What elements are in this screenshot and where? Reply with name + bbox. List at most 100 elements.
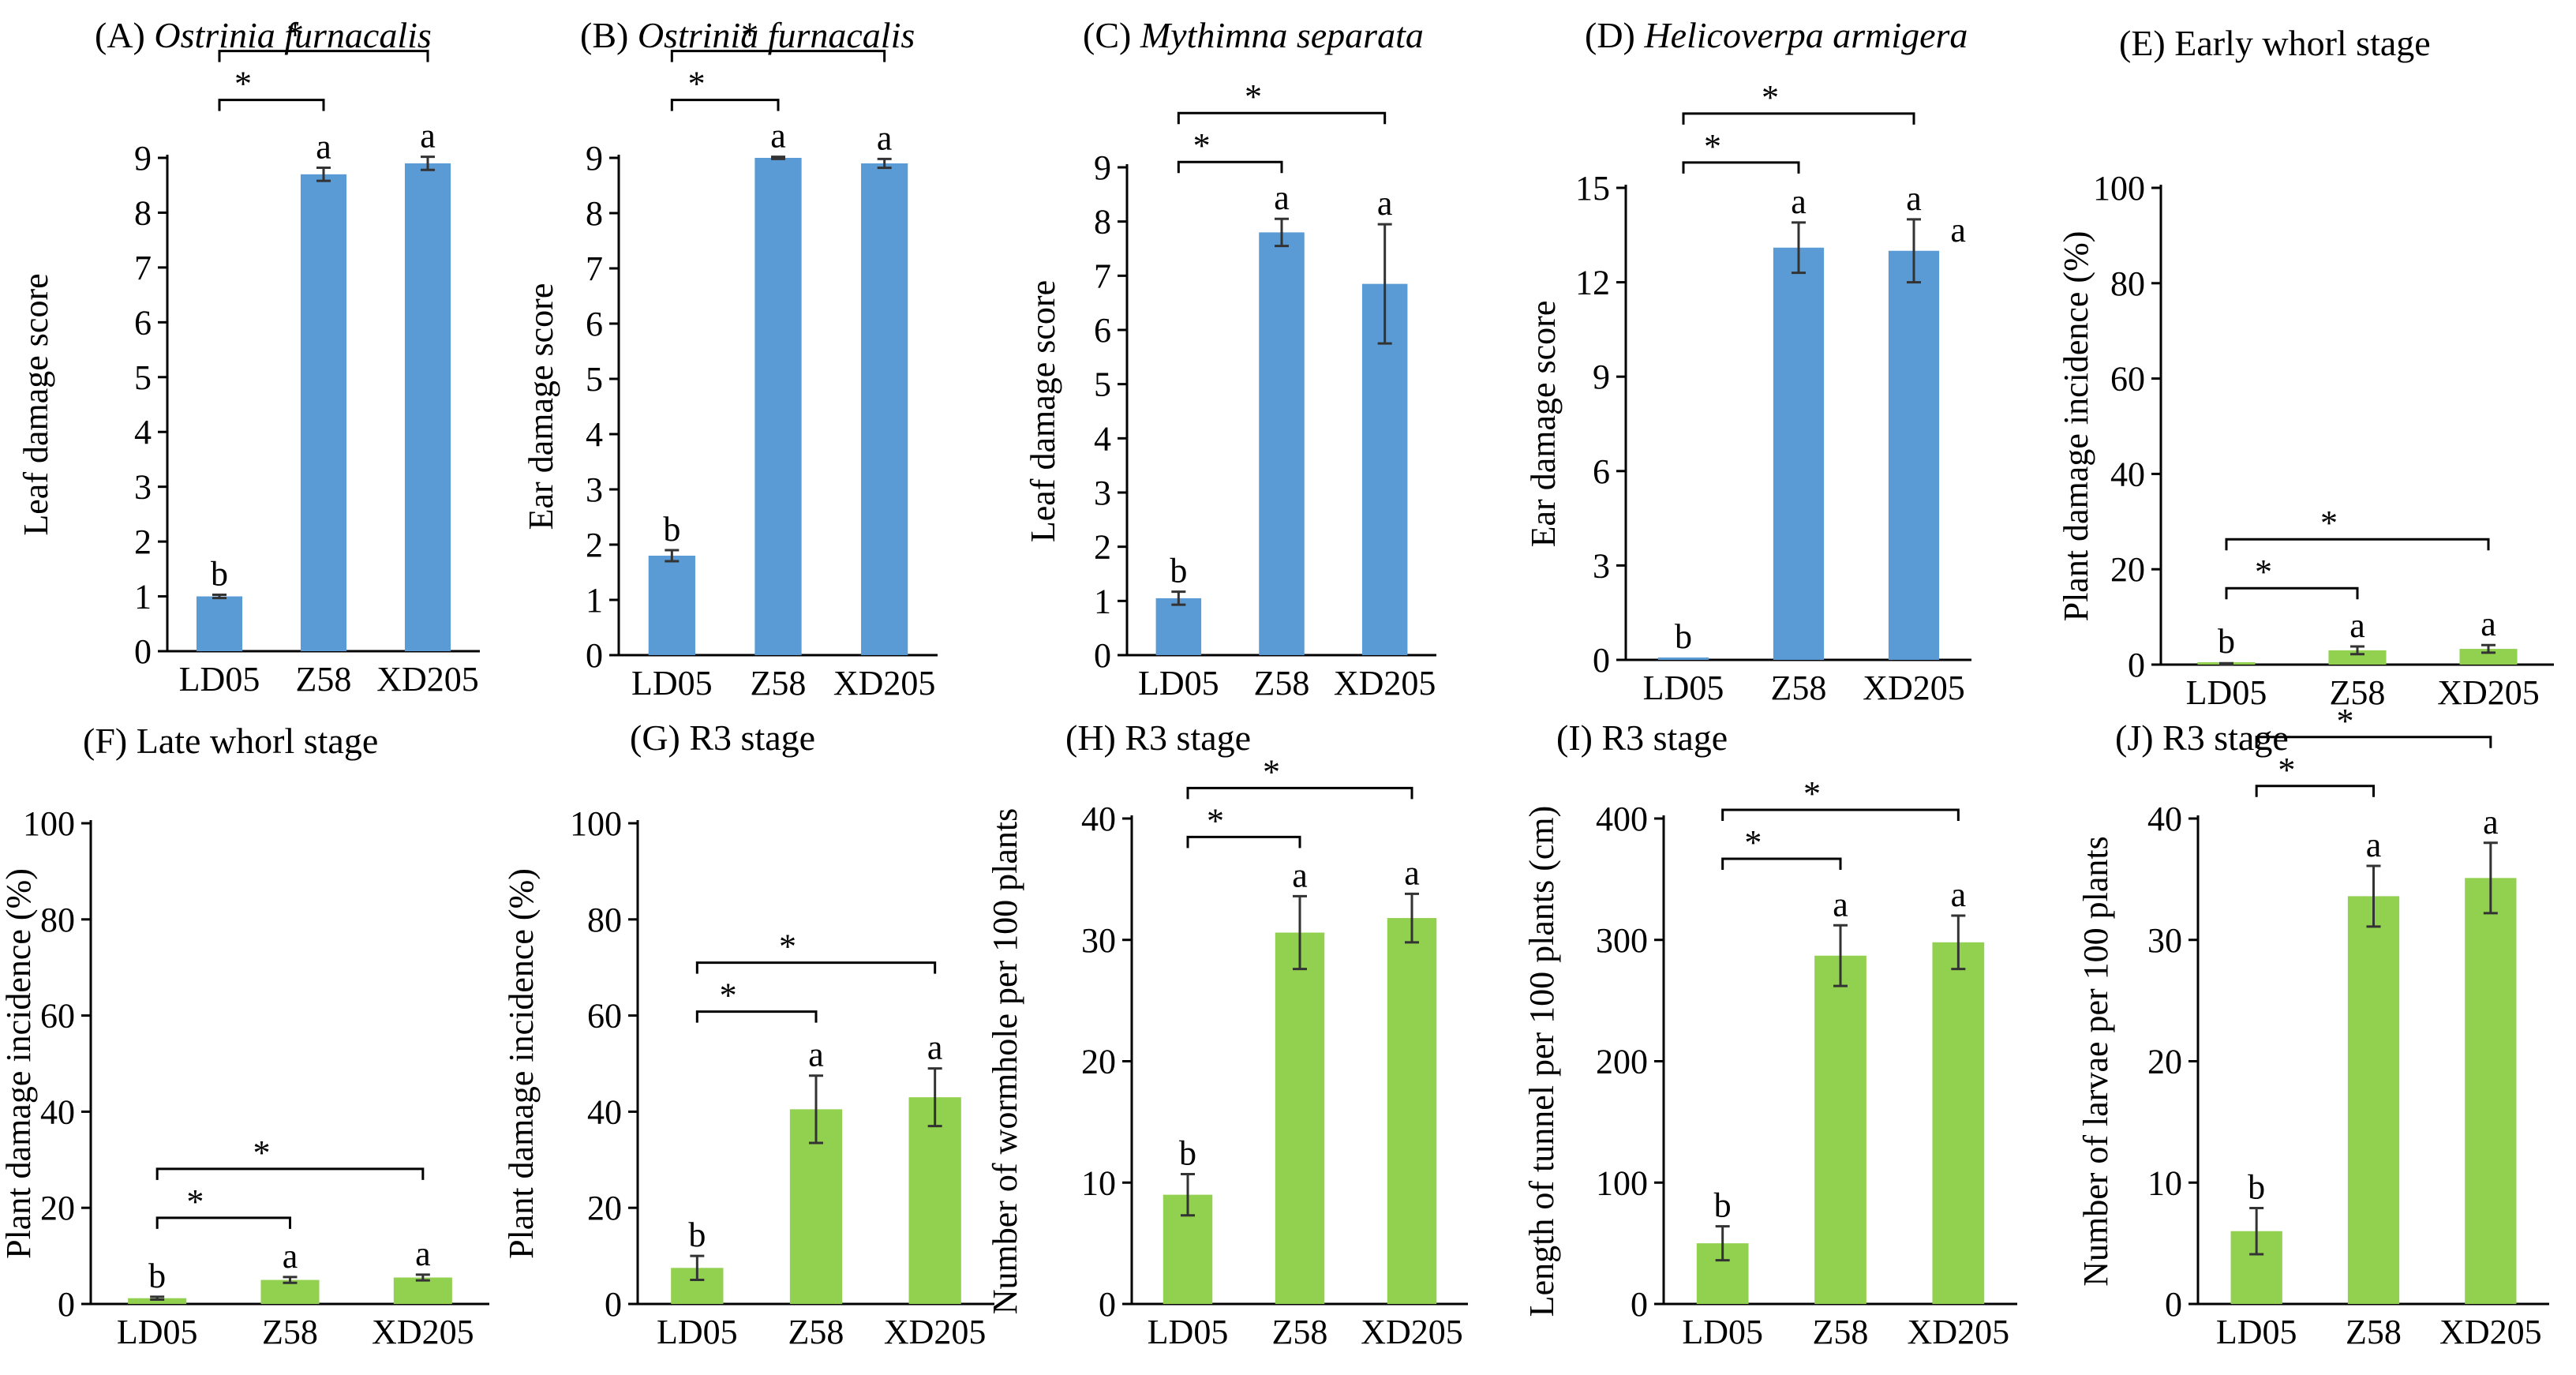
bar xyxy=(754,158,802,655)
bar xyxy=(861,163,908,655)
panel-title: (E) Early whorl stage xyxy=(2119,23,2431,63)
y-tick-label: 8 xyxy=(1094,203,1111,242)
y-tick-label: 0 xyxy=(134,632,152,671)
x-tick-label: LD05 xyxy=(631,664,713,702)
x-tick-label: Z58 xyxy=(1254,664,1310,702)
x-tick-label: LD05 xyxy=(1682,1313,1763,1351)
y-tick-label: 0 xyxy=(1593,641,1610,680)
significance-letter: b xyxy=(211,554,228,593)
significance-letter: a xyxy=(283,1237,298,1276)
y-tick-label: 2 xyxy=(586,526,603,564)
significance-letter: a xyxy=(927,1028,943,1067)
y-tick-label: 40 xyxy=(2147,800,2182,838)
significance-star: * xyxy=(1207,801,1224,840)
x-tick-label: Z58 xyxy=(1272,1313,1328,1351)
y-tick-label: 40 xyxy=(2110,455,2145,493)
bar xyxy=(648,556,695,655)
significance-bracket xyxy=(218,50,429,62)
x-tick-label: LD05 xyxy=(2186,673,2267,712)
y-tick-label: 7 xyxy=(134,249,152,287)
significance-bracket xyxy=(1186,835,1301,849)
significance-bracket xyxy=(1721,808,1960,821)
y-axis-label: Ear damage score xyxy=(1524,301,1563,548)
significance-letter: a xyxy=(1292,856,1308,894)
chart-panel-h: (H) R3 stage Number of wormhole per 100 p… xyxy=(986,717,1468,1351)
y-tick-label: 6 xyxy=(1094,311,1111,350)
y-tick-label: 20 xyxy=(40,1189,75,1227)
significance-star: * xyxy=(720,976,737,1015)
x-tick-label: XD205 xyxy=(1361,1313,1463,1351)
significance-star: * xyxy=(2278,751,2295,789)
significance-bracket xyxy=(2225,538,2490,551)
significance-letter: a xyxy=(2366,826,2382,864)
significance-letter: a xyxy=(2349,606,2365,645)
panel-title-prefix: (E) Early whorl stage xyxy=(2119,23,2431,63)
panel-title-prefix: (C) xyxy=(1083,15,1140,55)
y-tick-label: 100 xyxy=(1596,1163,1648,1202)
significance-letter: a xyxy=(316,128,331,167)
y-axis-label: Leaf damage score xyxy=(17,273,55,535)
significance-letter: a xyxy=(1833,885,1848,924)
bar xyxy=(1657,658,1709,660)
y-tick-label: 100 xyxy=(2093,169,2145,208)
y-tick-label: 80 xyxy=(587,901,622,939)
significance-letter: a xyxy=(420,117,436,155)
x-tick-label: XD205 xyxy=(1863,669,1965,707)
x-tick-label: XD205 xyxy=(1334,664,1436,702)
significance-bracket xyxy=(670,50,886,62)
bar xyxy=(2328,650,2387,665)
significance-letter: b xyxy=(1675,617,1692,656)
significance-bracket xyxy=(155,1216,291,1229)
y-axis-label: Plant damage incidence (%) xyxy=(502,868,541,1259)
x-tick-label: XD205 xyxy=(2439,1313,2542,1351)
y-tick-label: 6 xyxy=(1593,452,1610,491)
y-tick-label: 9 xyxy=(586,139,603,178)
significance-bracket xyxy=(2255,785,2375,797)
panel-title-prefix: (I) R3 stage xyxy=(1556,717,1728,758)
chart-panel-c: (C) Mythimna separata Leaf damage score 0 1… xyxy=(1024,15,1436,702)
x-tick-label: XD205 xyxy=(372,1313,474,1351)
y-tick-label: 80 xyxy=(40,901,75,939)
y-tick-label: 8 xyxy=(586,194,603,233)
y-axis-label: Number of larvae per 100 plants xyxy=(2076,836,2115,1287)
y-axis-label: Plant damage incidence (%) xyxy=(0,868,38,1259)
y-tick-label: 100 xyxy=(570,804,622,843)
y-tick-label: 9 xyxy=(1593,358,1610,396)
y-tick-label: 4 xyxy=(586,415,603,454)
significance-star: * xyxy=(2337,702,2354,740)
panel-title-prefix: (G) R3 stage xyxy=(630,717,815,758)
x-tick-label: Z58 xyxy=(751,664,807,702)
y-tick-label: 1 xyxy=(1094,582,1111,620)
y-tick-label: 5 xyxy=(1094,365,1111,404)
chart-panel-e: (E) Early whorl stage Plant damage incide… xyxy=(2057,23,2554,712)
panel-title-prefix: (H) R3 stage xyxy=(1065,717,1251,758)
significance-bracket xyxy=(1682,161,1800,174)
significance-star: * xyxy=(1245,77,1262,116)
y-axis-label: Leaf damage score xyxy=(1024,280,1062,542)
y-axis-label: Number of wormhole per 100 plants xyxy=(986,808,1024,1315)
panel-title: (A) Ostrinia furnacalis xyxy=(95,15,432,55)
y-tick-label: 0 xyxy=(605,1285,622,1324)
significance-letter: b xyxy=(1170,552,1187,590)
y-tick-label: 9 xyxy=(1094,148,1111,187)
significance-star: * xyxy=(741,16,758,54)
y-tick-label: 7 xyxy=(1094,257,1111,295)
bar xyxy=(404,163,451,651)
significance-bracket xyxy=(2225,586,2359,600)
significance-star: * xyxy=(2320,504,2338,542)
bar xyxy=(393,1277,452,1304)
y-tick-label: 3 xyxy=(586,470,603,509)
significance-star: * xyxy=(234,65,252,103)
x-tick-label: Z58 xyxy=(262,1313,318,1351)
significance-letter: a xyxy=(877,118,893,157)
significance-bracket xyxy=(670,99,780,111)
significance-letter: b xyxy=(1714,1186,1732,1225)
significance-letter-extra: a xyxy=(1950,211,1966,249)
panel-title-prefix: (B) xyxy=(580,15,638,55)
bar xyxy=(1387,918,1437,1304)
significance-letter: a xyxy=(1274,178,1290,217)
significance-letter: b xyxy=(1179,1133,1196,1172)
bar xyxy=(1773,247,1825,660)
significance-bracket xyxy=(2255,736,2492,748)
panel-title: (I) R3 stage xyxy=(1556,717,1728,758)
